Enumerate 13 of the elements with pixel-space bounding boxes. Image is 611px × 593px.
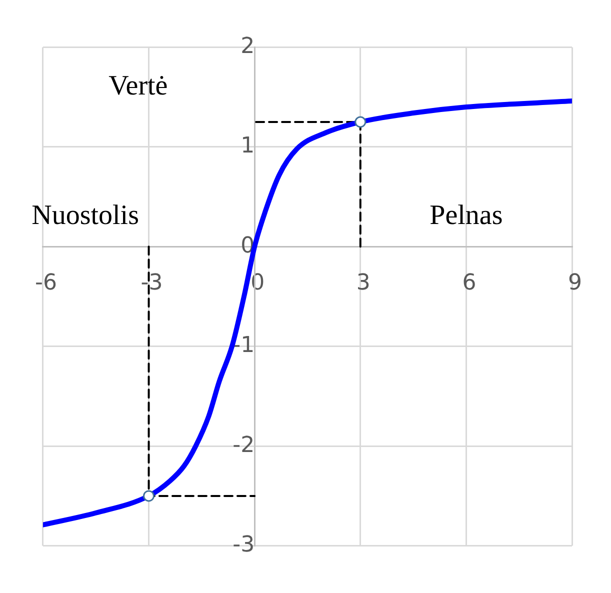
annotation: Pelnas <box>430 200 503 232</box>
y-tick-label: 2 <box>240 34 255 59</box>
y-tick-label: -1 <box>232 333 255 358</box>
x-tick-label: -6 <box>35 270 57 296</box>
y-tick-label: 1 <box>240 134 255 159</box>
x-tick-label: -3 <box>140 270 163 296</box>
y-tick-label: -2 <box>232 432 255 458</box>
x-tick-label: 6 <box>462 270 476 296</box>
x-tick-label: 9 <box>568 270 582 296</box>
x-tick-label: 3 <box>356 270 370 296</box>
y-tick-label: -3 <box>232 532 255 558</box>
annotation: Vertė <box>108 70 168 102</box>
annotation: Nuostolis <box>32 200 139 232</box>
